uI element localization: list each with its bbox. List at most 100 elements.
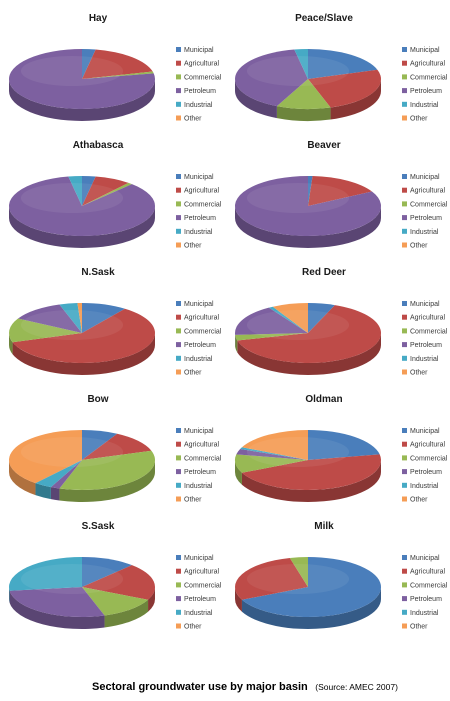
pie-slice-municipal — [308, 303, 335, 333]
legend-swatch-commercial — [402, 455, 407, 461]
legend-label-commercial: Commercial — [184, 74, 222, 81]
pie-slice-commercial — [82, 182, 132, 206]
legend-swatch-commercial — [402, 201, 407, 207]
pie-side-petroleum — [9, 79, 155, 121]
pie-slice-municipal — [82, 176, 96, 206]
pie-chart-athabasca: Athabasca Municipal Agricultural Commercial… — [9, 140, 222, 250]
pie-slice-municipal — [308, 430, 380, 460]
pie-side-walls — [235, 460, 381, 503]
pie-slice-agricultural — [237, 305, 381, 364]
pie-slice-commercial — [82, 587, 149, 616]
pie-side-commercial — [276, 106, 331, 122]
legend-swatch-petroleum — [402, 596, 407, 602]
legend-label-municipal: Municipal — [410, 47, 440, 54]
pie-slice-petroleum — [236, 448, 308, 460]
pie-slice-other — [241, 430, 308, 460]
legend-label-municipal: Municipal — [410, 555, 440, 562]
legend-swatch-municipal — [402, 555, 407, 560]
pie-slice-other — [77, 303, 82, 333]
pie-slice-other — [8, 430, 82, 484]
legend: Municipal Agricultural Commercial Petroleum… — [176, 174, 222, 250]
legend-label-agricultural: Agricultural — [184, 188, 219, 195]
legend-swatch-petroleum — [402, 469, 407, 475]
pie-side-petroleum — [235, 206, 381, 248]
legend: Municipal Agricultural Commercial Petroleum… — [176, 301, 222, 377]
legend-swatch-agricultural — [402, 568, 407, 574]
legend-label-industrial: Industrial — [184, 102, 213, 109]
pie-side-petroleum — [235, 79, 277, 119]
pie-side-walls — [9, 587, 155, 629]
legend-label-agricultural: Agricultural — [410, 61, 445, 68]
pie-side-walls — [9, 79, 155, 121]
pie-slice-municipal — [82, 557, 132, 587]
legend-label-commercial: Commercial — [410, 455, 448, 462]
legend-label-other: Other — [184, 624, 202, 631]
legend-label-petroleum: Petroleum — [184, 88, 216, 95]
pie-side-industrial — [35, 483, 51, 500]
legend-label-petroleum: Petroleum — [410, 215, 442, 222]
pie-slice-municipal — [82, 430, 118, 460]
chart-title: N.Sask — [81, 267, 115, 278]
legend-swatch-other — [176, 369, 181, 375]
legend-label-agricultural: Agricultural — [410, 315, 445, 322]
pie-slice-industrial — [59, 303, 82, 333]
pie-side-commercial — [104, 599, 149, 628]
pie-slice-commercial — [276, 79, 331, 110]
legend-label-industrial: Industrial — [410, 610, 439, 617]
pie-slice-petroleum — [50, 460, 82, 489]
legend-label-petroleum: Petroleum — [410, 469, 442, 476]
pie-slice-industrial — [8, 557, 83, 591]
pie-slice-industrial — [294, 49, 308, 79]
pie-slice-petroleum — [18, 304, 83, 333]
legend-swatch-other — [402, 369, 407, 375]
pie-slice-municipal — [308, 49, 378, 79]
legend-swatch-petroleum — [176, 215, 181, 221]
pie-highlight — [20, 564, 124, 594]
chart-title: Athabasca — [73, 140, 124, 151]
legend-label-industrial: Industrial — [184, 610, 213, 617]
legend-swatch-petroleum — [402, 342, 407, 348]
pie-slice-agricultural — [308, 176, 372, 206]
pie-slice-commercial — [289, 557, 308, 587]
legend-label-agricultural: Agricultural — [410, 188, 445, 195]
legend-swatch-agricultural — [402, 187, 407, 193]
pie-side-petroleum — [9, 590, 105, 629]
legend: Municipal Agricultural Commercial Petroleum… — [176, 47, 222, 123]
legend-swatch-industrial — [402, 228, 407, 234]
pie-highlight — [246, 183, 350, 213]
legend-label-municipal: Municipal — [184, 555, 214, 562]
legend-swatch-industrial — [402, 101, 407, 107]
pie-slice-commercial — [235, 333, 308, 341]
legend: Municipal Agricultural Commercial Petroleum… — [402, 301, 448, 377]
legend-swatch-municipal — [402, 47, 407, 52]
legend-label-petroleum: Petroleum — [410, 596, 442, 603]
legend-swatch-other — [176, 242, 181, 248]
chart-title: Hay — [89, 13, 108, 24]
legend-swatch-other — [176, 496, 181, 502]
legend-swatch-agricultural — [402, 441, 407, 447]
legend-label-other: Other — [184, 370, 202, 377]
legend-label-industrial: Industrial — [410, 102, 439, 109]
legend-label-commercial: Commercial — [184, 582, 222, 589]
pie-slice-agricultural — [241, 454, 381, 490]
pie-slice-agricultural — [82, 565, 156, 600]
legend-label-municipal: Municipal — [184, 428, 214, 435]
legend-swatch-industrial — [176, 228, 181, 234]
legend-label-industrial: Industrial — [410, 229, 439, 236]
pie-side-walls — [235, 333, 381, 376]
legend-swatch-industrial — [176, 482, 181, 488]
legend-label-commercial: Commercial — [410, 582, 448, 589]
legend-swatch-petroleum — [176, 469, 181, 475]
pie-slice-petroleum — [234, 176, 381, 236]
legend-label-commercial: Commercial — [184, 328, 222, 335]
legend-swatch-municipal — [176, 301, 181, 306]
legend-label-petroleum: Petroleum — [184, 342, 216, 349]
legend-swatch-other — [402, 496, 407, 502]
legend-swatch-municipal — [402, 174, 407, 179]
legend-swatch-commercial — [402, 74, 407, 80]
legend-label-petroleum: Petroleum — [184, 596, 216, 603]
pie-chart-s-sask: S.Sask Municipal Agricultural Commercial Pet… — [8, 521, 222, 631]
legend-swatch-industrial — [402, 482, 407, 488]
figure-caption: Sectoral groundwater use by major basin … — [92, 677, 442, 695]
